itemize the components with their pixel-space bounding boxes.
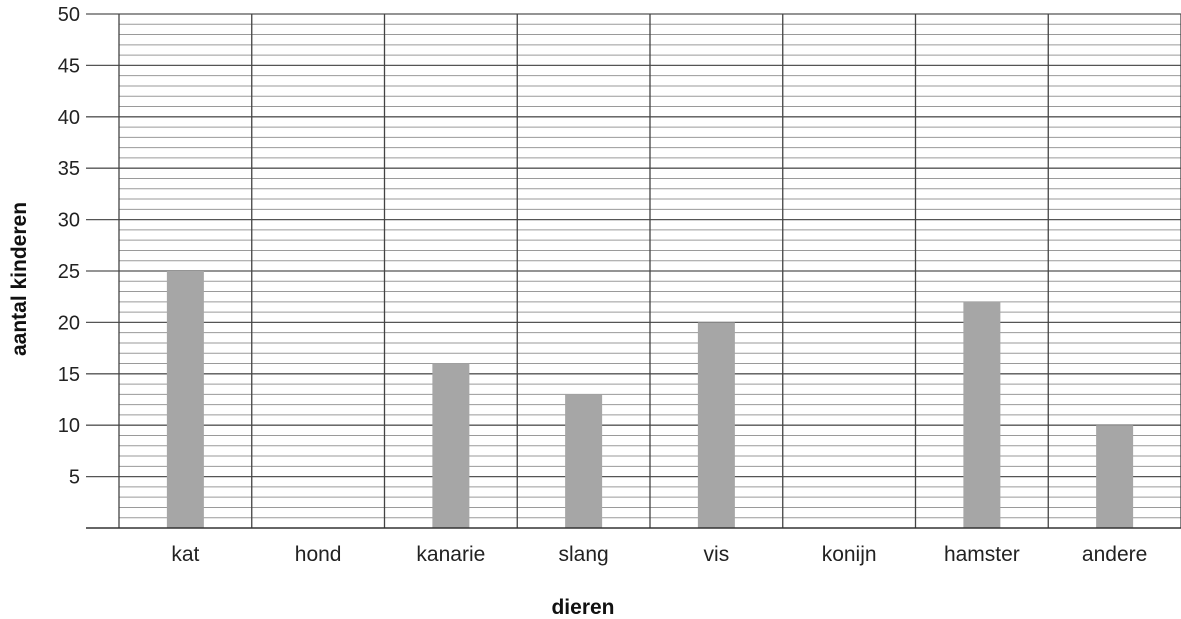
bar-andere — [1096, 425, 1134, 528]
x-tick-label: konijn — [822, 543, 877, 566]
y-tick-label: 50 — [58, 4, 80, 26]
bar-slang — [565, 394, 603, 528]
bar-hamster — [963, 301, 1001, 528]
major-gridlines — [86, 13, 1181, 478]
y-tick-labels: 5 10 15 20 25 30 35 40 45 50 — [58, 4, 80, 489]
x-tick-label: slang — [559, 543, 609, 566]
category-dividers — [118, 14, 1181, 528]
y-tick-label: 40 — [58, 107, 80, 129]
bars — [166, 271, 1134, 528]
y-tick-label: 45 — [58, 55, 80, 77]
y-tick-label: 10 — [58, 415, 80, 437]
y-tick-label: 5 — [69, 467, 80, 489]
x-tick-label: kanarie — [416, 543, 485, 566]
y-tick-label: 20 — [58, 312, 80, 334]
x-tick-label: vis — [704, 543, 730, 566]
y-tick-label: 15 — [58, 364, 80, 386]
y-axis-title: aantal kinderen — [8, 202, 31, 356]
x-tick-labels: kat hond kanarie slang vis konijn hamster ander… — [171, 543, 1147, 566]
bar-kat — [166, 271, 204, 528]
x-tick-label: andere — [1082, 543, 1147, 566]
bar-vis — [697, 322, 735, 528]
y-tick-label: 25 — [58, 261, 80, 283]
y-tick-label: 30 — [58, 210, 80, 232]
x-tick-label: hamster — [944, 543, 1020, 566]
bar-kanarie — [432, 363, 470, 528]
y-tick-label: 35 — [58, 158, 80, 180]
x-tick-label: kat — [171, 543, 199, 566]
x-tick-label: hond — [295, 543, 342, 566]
x-axis-title: dieren — [551, 596, 614, 619]
